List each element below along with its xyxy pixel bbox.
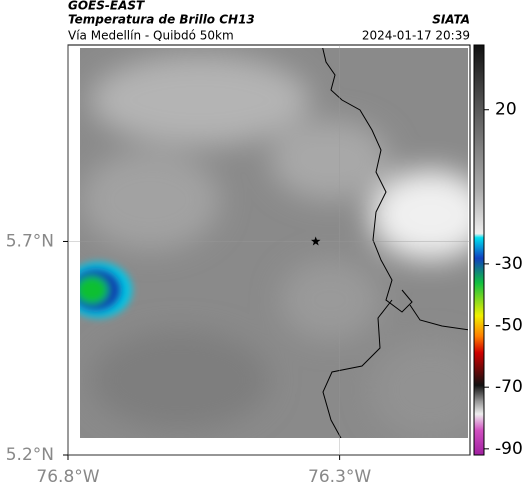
colorbar-tick-label: -50 bbox=[495, 316, 523, 336]
route: Vía Medellín - Quibdó 50km bbox=[68, 29, 234, 43]
y-tick-label: 5.2°N bbox=[6, 445, 54, 465]
colorbar-tick-label: -30 bbox=[495, 254, 523, 274]
y-tick-label: 5.7°N bbox=[6, 231, 54, 251]
x-tick-label: 76.3°W bbox=[308, 467, 371, 487]
source: GOES-EAST bbox=[68, 0, 145, 13]
location-marker bbox=[311, 236, 321, 246]
satellite-image bbox=[80, 48, 468, 438]
colorbar-tick-label: 20 bbox=[495, 100, 517, 120]
colorbar-tick-label: -90 bbox=[495, 439, 523, 459]
colorbar bbox=[473, 44, 485, 456]
colorbar-tick-label: -70 bbox=[495, 377, 523, 397]
x-tick-label: 76.8°W bbox=[36, 467, 99, 487]
product: Temperatura de Brillo CH13 bbox=[68, 13, 255, 27]
timestamp: 2024-01-17 20:39 bbox=[362, 29, 470, 43]
org: SIATA bbox=[432, 13, 470, 27]
